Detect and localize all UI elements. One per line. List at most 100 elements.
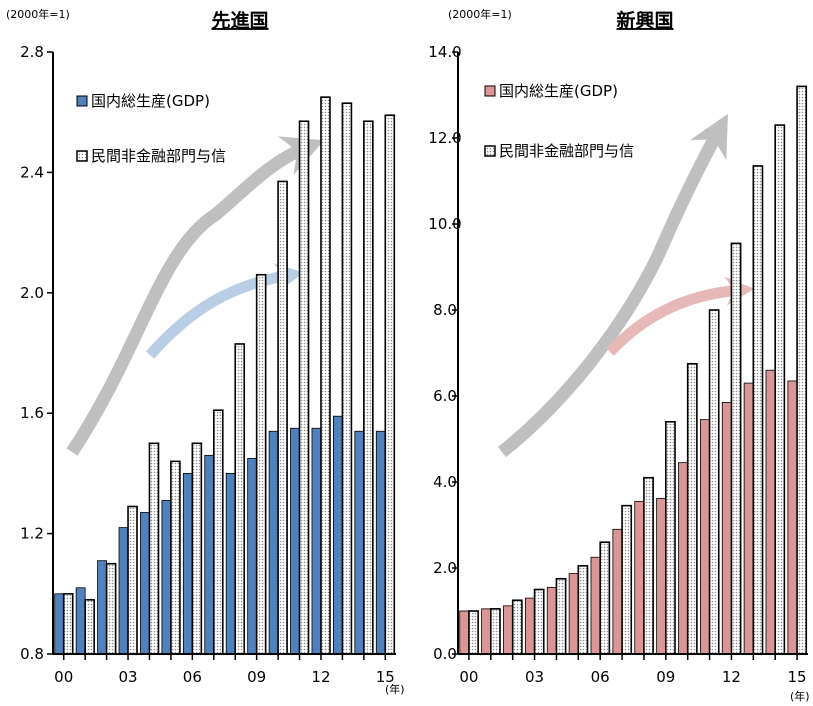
bar-gdp <box>568 573 579 655</box>
bar-gdp <box>204 454 215 655</box>
bar-credit <box>84 599 95 655</box>
bar-credit <box>555 577 567 655</box>
bar-gdp <box>524 597 535 655</box>
bar-gdp <box>787 380 798 655</box>
legend-label-credit: 民間非金融部門与信 <box>499 142 634 160</box>
bar-credit <box>621 504 633 655</box>
x-tick-label: 00 <box>459 668 478 686</box>
bar-credit <box>320 96 331 655</box>
legend: 国内総生産(GDP) 民間非金融部門与信 <box>484 82 634 160</box>
y-tick-label: 10.0 <box>428 215 461 233</box>
legend-label-credit: 民間非金融部門与信 <box>91 147 226 165</box>
y-tick-label: 1.2 <box>20 525 44 543</box>
x-unit-label: (年) <box>790 689 810 703</box>
legend-swatch-gdp <box>484 85 496 97</box>
y-tick-label: 0.0 <box>433 645 457 663</box>
bar-credit <box>796 85 808 655</box>
y-tick-label: 14.0 <box>428 43 461 61</box>
x-tick-label: 12 <box>311 668 330 686</box>
bar-gdp <box>590 556 601 655</box>
x-tick-label: 15 <box>788 668 807 686</box>
bar-credit <box>212 409 224 655</box>
legend-swatch-credit <box>76 150 88 162</box>
bar-credit <box>643 476 654 655</box>
x-tick-label: 03 <box>525 668 544 686</box>
bar-credit <box>511 599 523 655</box>
x-tick-label: 03 <box>118 668 137 686</box>
bar-credit <box>277 180 288 655</box>
bar-credit <box>363 120 374 655</box>
bar-gdp <box>118 527 129 655</box>
bar-credit <box>708 309 720 655</box>
y-unit-label: (2000年=1) <box>448 7 512 21</box>
bar-credit <box>298 120 310 655</box>
bar-gdp <box>268 430 279 655</box>
chart-title: 先進国 <box>211 9 268 32</box>
y-tick-label: 2.8 <box>20 43 44 61</box>
bar-gdp <box>140 512 150 655</box>
bar-credit <box>170 460 181 655</box>
legend-swatch-gdp <box>76 95 88 107</box>
trend-arrow-blue <box>145 263 305 359</box>
bar-credit <box>774 124 786 655</box>
bar-gdp <box>375 430 386 655</box>
bar-credit <box>234 343 246 655</box>
bar-gdp <box>699 419 710 655</box>
bar-credit <box>686 362 698 655</box>
trend-arrow-gray <box>497 113 728 458</box>
bar-gdp <box>182 472 193 655</box>
y-unit-label: (2000年=1) <box>6 7 70 21</box>
bar-credit <box>341 102 353 655</box>
bar-credit <box>468 610 479 655</box>
y-tick-label: 4.0 <box>433 473 457 491</box>
bar-credit <box>255 273 267 655</box>
y-tick-label: 6.0 <box>433 387 457 405</box>
bar-gdp <box>765 369 776 655</box>
bar-gdp <box>311 427 322 655</box>
y-tick-label: 2.4 <box>20 163 44 181</box>
bar-credit <box>730 242 742 655</box>
bar-gdp <box>54 593 65 655</box>
y-tick-label: 0.8 <box>20 645 44 663</box>
bar-gdp <box>459 610 470 655</box>
trend-arrow-gray <box>66 136 325 456</box>
legend-swatch-credit <box>484 145 496 157</box>
bar-gdp <box>161 500 172 655</box>
bar-gdp <box>247 457 258 655</box>
bar-gdp <box>354 430 365 655</box>
bar-gdp <box>290 427 300 655</box>
bar-gdp <box>481 608 492 655</box>
bar-gdp <box>634 500 645 655</box>
x-unit-label: (年) <box>385 682 405 696</box>
panel-advanced: (2000年=1) 先進国 0.8 1.2 1.6 2.0 2.4 2.8 00 03 06 0… <box>6 7 405 696</box>
x-tick-label: 06 <box>183 668 202 686</box>
bar-credit <box>599 541 611 655</box>
x-tick-label: 06 <box>591 668 610 686</box>
bar-gdp <box>678 462 689 655</box>
bar-credit <box>752 165 764 655</box>
bar-credit <box>105 562 117 655</box>
bar-credit <box>665 420 676 655</box>
bar-credit <box>490 608 501 655</box>
bar-gdp <box>225 472 236 655</box>
legend-label-gdp: 国内総生産(GDP) <box>499 82 618 100</box>
trend-arrow-red <box>605 276 755 356</box>
bar-gdp <box>656 497 667 655</box>
bar-credit <box>191 442 203 655</box>
y-tick-label: 8.0 <box>433 301 457 319</box>
x-tick-label: 00 <box>54 668 73 686</box>
bar-gdp <box>743 382 754 655</box>
bar-gdp <box>721 402 732 655</box>
bar-gdp <box>503 605 514 655</box>
chart-title: 新興国 <box>616 9 673 32</box>
panel-emerging: (2000年=1) 新興国 0.0 2.0 4.0 6.0 8.0 10.0 12.0 14.… <box>428 7 809 703</box>
bar-credit <box>577 565 589 655</box>
bar-credit <box>384 114 396 655</box>
y-tick-label: 1.6 <box>20 404 44 422</box>
bar-gdp <box>612 528 623 655</box>
legend: 国内総生産(GDP) 民間非金融部門与信 <box>76 92 226 165</box>
y-tick-label: 2.0 <box>20 284 44 302</box>
y-tick-label: 12.0 <box>428 129 461 147</box>
